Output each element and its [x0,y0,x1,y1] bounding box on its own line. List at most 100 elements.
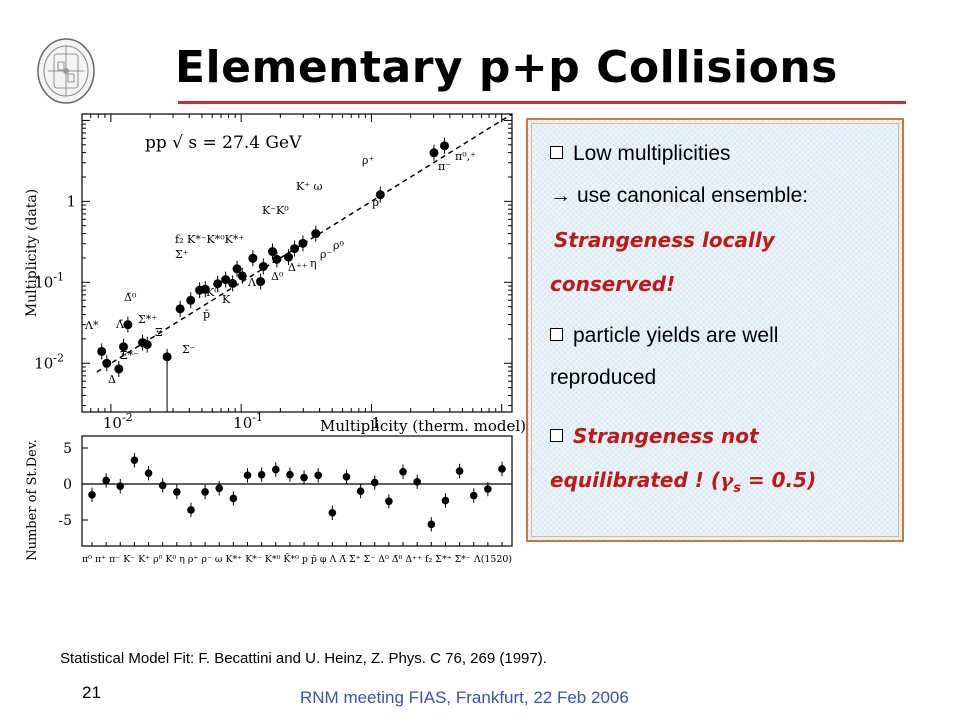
emphasis-text-a: equilibrated ! ( [550,468,720,492]
particle-label-lambda: Λ [247,276,257,289]
chart-annotation: pp √ s = 27.4 GeV [145,133,302,153]
data-point [440,141,450,151]
university-seal-logo [37,38,95,104]
data-point [119,342,129,352]
data-point [272,254,282,264]
tick-label: 10-1 [233,411,263,432]
residual-point [356,487,365,496]
residual-point [144,469,153,478]
particle-label-delta-bar: Δ̄⁰ [124,291,137,304]
data-point [290,244,300,254]
residual-point [413,478,421,486]
checkbox-bullet-icon [550,429,563,442]
data-point [298,238,308,248]
residual-point [102,476,110,485]
particle-label-k-omega: K⁺ ω [296,180,323,193]
residual-point [173,488,181,496]
residual-plot-frame [81,435,513,547]
data-point [114,364,124,374]
data-point [248,253,258,263]
particle-labels: π⁻ π⁰,⁺ p ρ⁺ K⁺ ω K⁻K⁰ f₂ K*⁻K*⁰K*⁺ Σ⁺ Λ… [84,150,476,386]
tick-label: 10-1 [34,270,64,291]
gamma-subscript: s [733,481,741,496]
particle-label-p: p [372,196,379,209]
residual-point [88,491,96,499]
residual-point [215,484,224,493]
bullet-text-1: Low multiplicities [573,142,731,165]
emphasis-line-1: Strangeness locally [554,228,775,252]
tick-label: 1 [66,192,76,210]
residual-tick-label: 5 [63,441,72,457]
residual-point [271,465,280,474]
data-point [97,346,107,356]
particle-label-rho-minus: ρ⁻ [320,248,332,261]
residual-point [498,465,506,473]
residual-point [469,491,478,500]
bullet-line-2: particle yields are well [550,324,778,348]
particle-label-eta: η [310,257,317,270]
data-point [228,278,238,288]
residual-point [484,485,492,493]
data-point [311,229,321,239]
residual-point [300,473,308,482]
bullet-line-2-cont: reproduced [550,366,657,389]
residual-point [286,470,294,479]
particle-label-pi-zero-plus: π⁰,⁺ [455,150,476,163]
tick-label: 10-2 [103,411,133,432]
summary-textbox: Low multiplicities → use canonical ensemb… [526,118,904,542]
main-plot-frame [81,113,513,413]
residual-point [427,520,436,529]
particle-label-kminus-kzero: K⁻K⁰ [262,204,289,217]
residual-point [130,456,139,465]
particle-label-pi-minus: π⁻ [438,160,451,173]
particle-label-rho-plus: ρ⁺ [362,154,374,167]
particle-label-p-bar: p̄ [203,308,210,321]
tick-label: 10-2 [34,351,64,372]
residual-point [314,471,323,480]
data-point [284,252,294,262]
data-point [123,320,133,330]
data-point [221,275,231,285]
residual-point [201,488,209,496]
data-point [213,279,223,289]
particle-label-k-zero: K⁰ [206,286,219,299]
residual-point [455,467,464,475]
data-point [375,190,385,200]
particle-label-sigma-star-plus: Σ*⁺ [138,313,157,326]
arrow-line: → use canonical ensemble: [550,184,808,208]
data-point [267,247,277,257]
multiplicity-figure: pp √ s = 27.4 GeV 10-2 10-1 1 1 10-1 10-2 Mul… [24,113,525,565]
citation-text: Statistical Model Fit: F. Becattini and … [60,650,547,667]
bullet-line-3: Strangeness not [550,424,759,449]
residual-point [385,497,393,506]
residual-point [116,482,125,490]
tick-label: 1 [371,414,381,432]
data-point [256,277,266,287]
residual-point [441,496,450,505]
particle-label-xi: Ξ [155,326,163,339]
particle-label-f2-kstar: f₂ K*⁻K*⁰K*⁺ [175,233,244,246]
particle-label-rho-zero: ρ⁰ [333,239,344,252]
emphasis-line-2: conserved! [550,272,676,296]
main-plot-ticks [81,114,512,412]
checkbox-bullet-icon [550,146,563,159]
particle-label-lambda-star: Λ* [84,319,99,332]
data-point [429,148,439,158]
checkbox-bullet-icon [550,328,563,341]
residual-point [187,506,195,514]
main-tick-labels: 10-2 10-1 1 1 10-1 10-2 [34,192,381,432]
particle-label-k: K [222,293,231,306]
bullet-line-1: Low multiplicities [550,142,731,166]
data-point [186,295,196,305]
main-plot-points [97,137,450,412]
particle-label-delta: Δ [108,373,116,386]
particle-label-delta-zero: Δ⁰ [271,270,284,283]
data-point [102,358,112,368]
title-underline [178,101,906,104]
slide-title: Elementary p+p Collisions [175,42,838,93]
x-axis-label: Multiplicity (therm. model) [320,417,525,435]
gamma-symbol: γ [720,468,734,492]
page-number: 21 [82,683,101,702]
footer-text: RNM meeting FIAS, Frankfurt, 22 Feb 2006 [300,688,629,707]
data-point [142,340,152,350]
